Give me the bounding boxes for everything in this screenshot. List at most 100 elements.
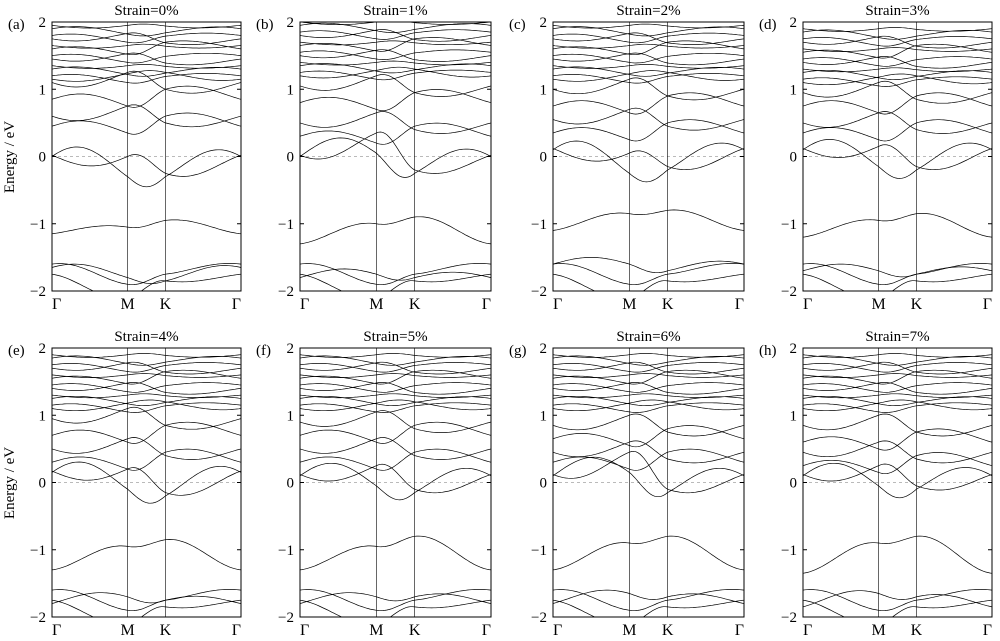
valence-band	[300, 216, 491, 245]
conduction-band	[300, 355, 491, 366]
x-tick-label: Γ	[553, 296, 562, 313]
conduction-band	[52, 104, 241, 128]
y-tick-label: −2	[781, 284, 797, 300]
valence-band	[803, 213, 992, 238]
conduction-band	[300, 137, 491, 178]
conduction-band	[553, 119, 744, 142]
y-tick-label: −1	[278, 217, 294, 233]
conduction-band	[52, 382, 241, 395]
conduction-band	[553, 52, 744, 66]
valence-band	[803, 273, 992, 291]
conduction-band	[803, 353, 992, 358]
y-tick-label: 2	[287, 341, 295, 357]
y-tick-label: 2	[39, 341, 47, 357]
conduction-band	[300, 122, 491, 145]
valence-band	[553, 273, 744, 291]
conduction-band	[52, 395, 241, 407]
panel-label: (a)	[8, 17, 25, 33]
conduction-band	[300, 60, 491, 66]
y-tick-label: −2	[30, 610, 46, 626]
y-tick-label: −2	[278, 610, 294, 626]
conduction-band	[803, 47, 992, 52]
conduction-band	[300, 421, 491, 444]
conduction-band	[553, 450, 744, 494]
y-tick-label: 0	[287, 476, 295, 492]
conduction-band	[553, 148, 744, 171]
conduction-band	[553, 456, 744, 498]
valence-band	[52, 592, 241, 604]
valence-band	[803, 590, 992, 608]
conduction-band	[300, 66, 491, 79]
y-tick-label: 1	[287, 408, 295, 424]
x-tick-label: M	[871, 296, 885, 313]
conduction-band	[300, 131, 491, 174]
band-panel-h: 2 1 0 −1 −2 Γ M K Γ (h) Strain=7%	[759, 329, 993, 639]
band-panel-c: 2 1 0 −1 −2 Γ M K Γ (c) Strain=2%	[509, 3, 745, 313]
x-tick-label: K	[911, 296, 923, 313]
conduction-band	[553, 77, 744, 101]
y-tick-label: 2	[540, 15, 548, 31]
conduction-band	[52, 64, 241, 69]
y-tick-label: −2	[531, 284, 547, 300]
conduction-band	[553, 66, 744, 77]
conduction-band	[803, 463, 992, 491]
conduction-band	[803, 413, 992, 437]
valence-band	[52, 263, 241, 284]
y-tick-label: −1	[30, 217, 46, 233]
conduction-band	[803, 76, 992, 87]
y-tick-label: 1	[540, 408, 548, 424]
conduction-band	[52, 437, 241, 460]
conduction-band	[52, 393, 241, 399]
band-panel-a: 2 1 0 −1 −2 Γ M K Γ (a) Strain=0%	[8, 3, 242, 313]
y-tick-label: 1	[540, 82, 548, 98]
y-tick-label: 0	[39, 476, 47, 492]
conduction-band	[52, 70, 241, 82]
y-axis-label: Energy / eV	[2, 447, 18, 519]
band-panel-e: 2 1 0 −1 −2 Γ M K Γ (e) Strain=4%	[8, 329, 242, 639]
conduction-band	[300, 395, 491, 407]
conduction-band	[52, 461, 241, 504]
band-panel-b: 2 1 0 −1 −2 Γ M K Γ (b) Strain=1%	[256, 3, 492, 313]
conduction-band	[52, 382, 241, 393]
valence-band	[52, 599, 241, 617]
y-tick-label: 2	[790, 341, 798, 357]
y-tick-label: 2	[287, 15, 295, 31]
x-tick-label: K	[662, 622, 674, 639]
conduction-band	[52, 467, 241, 496]
conduction-band	[300, 89, 491, 112]
y-tick-label: 2	[790, 15, 798, 31]
conduction-band	[300, 22, 491, 33]
conduction-band	[300, 69, 491, 81]
conduction-band	[553, 32, 744, 44]
conduction-band	[300, 49, 491, 60]
y-tick-label: 0	[39, 150, 47, 166]
conduction-band	[803, 440, 992, 464]
valence-band	[553, 589, 744, 604]
x-tick-label: M	[622, 622, 636, 639]
conduction-band	[52, 85, 241, 108]
conduction-band	[803, 27, 992, 32]
x-tick-label: M	[120, 296, 134, 313]
y-tick-label: −1	[531, 217, 547, 233]
x-tick-label: Γ	[52, 296, 61, 313]
conduction-band	[553, 440, 744, 464]
y-tick-label: 1	[790, 408, 798, 424]
panel-title: Strain=1%	[363, 3, 427, 19]
bands	[52, 348, 241, 617]
conduction-band	[52, 399, 241, 412]
x-tick-label: Γ	[482, 622, 491, 639]
conduction-band	[553, 23, 744, 29]
conduction-band	[803, 92, 992, 115]
x-tick-label: K	[662, 296, 674, 313]
valence-band	[553, 257, 744, 274]
conduction-band	[52, 66, 241, 77]
y-tick-label: 0	[540, 476, 548, 492]
conduction-band	[803, 452, 992, 475]
y-tick-label: −1	[278, 543, 294, 559]
conduction-band	[52, 355, 241, 366]
conduction-band	[803, 29, 992, 40]
bands	[803, 22, 992, 291]
valence-band	[52, 273, 241, 291]
conduction-band	[803, 139, 992, 179]
conduction-band	[553, 52, 744, 64]
